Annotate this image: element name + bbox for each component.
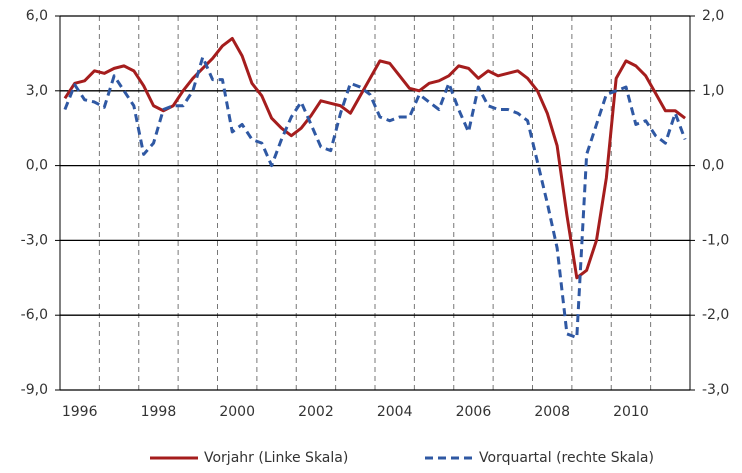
y2-tick-label: -3,0: [702, 382, 729, 398]
y2-tick-label: 2,0: [702, 8, 724, 24]
y-tick-label: -3,0: [21, 232, 48, 248]
series-line: [63, 55, 687, 340]
y2-tick-label: -2,0: [702, 307, 729, 323]
x-tick-label: 2000: [219, 404, 255, 420]
y2-tick-label: 1,0: [702, 83, 724, 99]
x-tick-label: 2010: [613, 404, 649, 420]
y-tick-label: -9,0: [21, 382, 48, 398]
legend-label: Vorjahr (Linke Skala): [204, 450, 348, 466]
x-tick-label: 2008: [534, 404, 570, 420]
legend: Vorjahr (Linke Skala) Vorquartal (rechte …: [150, 450, 654, 466]
x-tick-label: 2002: [298, 404, 334, 420]
y-tick-label: 3,0: [26, 83, 48, 99]
y-tick-label: 6,0: [26, 8, 48, 24]
x-tick-label: 2006: [456, 404, 492, 420]
legend-label: Vorquartal (rechte Skala): [479, 450, 654, 466]
y-tick-label: -6,0: [21, 307, 48, 323]
x-tick-label: 1998: [141, 404, 177, 420]
y2-tick-label: 0,0: [702, 158, 724, 174]
y2-tick-label: -1,0: [702, 232, 729, 248]
x-tick-label: 2004: [377, 404, 413, 420]
x-tick-label: 1996: [62, 404, 98, 420]
y-tick-label: 0,0: [26, 158, 48, 174]
